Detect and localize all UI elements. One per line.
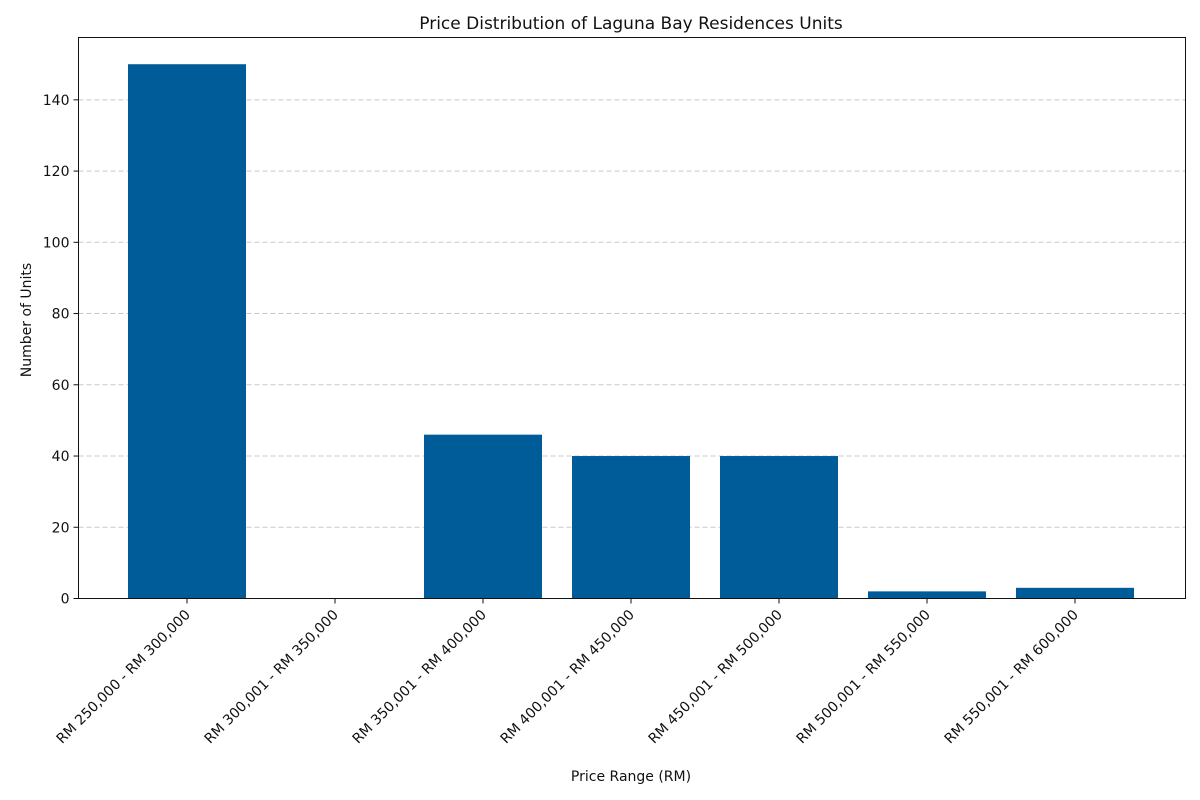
bar xyxy=(868,591,986,599)
chart-title: Price Distribution of Laguna Bay Residen… xyxy=(419,14,843,34)
y-tick-label: 40 xyxy=(52,449,70,465)
x-tick-label: RM 350,001 - RM 400,000 xyxy=(350,607,490,747)
grid-lines xyxy=(78,99,1186,528)
x-tick-label: RM 500,001 - RM 550,000 xyxy=(794,607,934,747)
x-tick-label: RM 450,001 - RM 500,000 xyxy=(646,607,786,747)
x-axis-label: Price Range (RM) xyxy=(571,769,691,785)
bar xyxy=(720,456,838,599)
x-tick-label: RM 250,000 - RM 300,000 xyxy=(54,607,194,747)
y-tick-label: 140 xyxy=(43,93,70,109)
y-tick-label: 60 xyxy=(52,378,70,394)
bar xyxy=(1016,587,1134,599)
y-tick-label: 80 xyxy=(52,307,70,323)
y-axis-ticks: 0 20 40 60 80 100 120 140 xyxy=(43,93,79,608)
x-axis-ticks: RM 250,000 - RM 300,000 RM 300,001 - RM 3… xyxy=(54,598,1082,747)
plot-frame xyxy=(78,37,1186,599)
y-axis-label: Number of Units xyxy=(19,263,35,377)
bars xyxy=(128,64,1134,599)
y-tick-label: 120 xyxy=(43,164,70,180)
y-tick-label: 0 xyxy=(61,592,70,608)
bar xyxy=(128,64,246,599)
y-tick-label: 100 xyxy=(43,235,70,251)
x-tick-label: RM 400,001 - RM 450,000 xyxy=(498,607,638,747)
bar xyxy=(424,434,542,599)
x-tick-label: RM 300,001 - RM 350,000 xyxy=(202,607,342,747)
bar xyxy=(572,456,690,599)
x-tick-label: RM 550,001 - RM 600,000 xyxy=(942,607,1082,747)
y-tick-label: 20 xyxy=(52,520,70,536)
